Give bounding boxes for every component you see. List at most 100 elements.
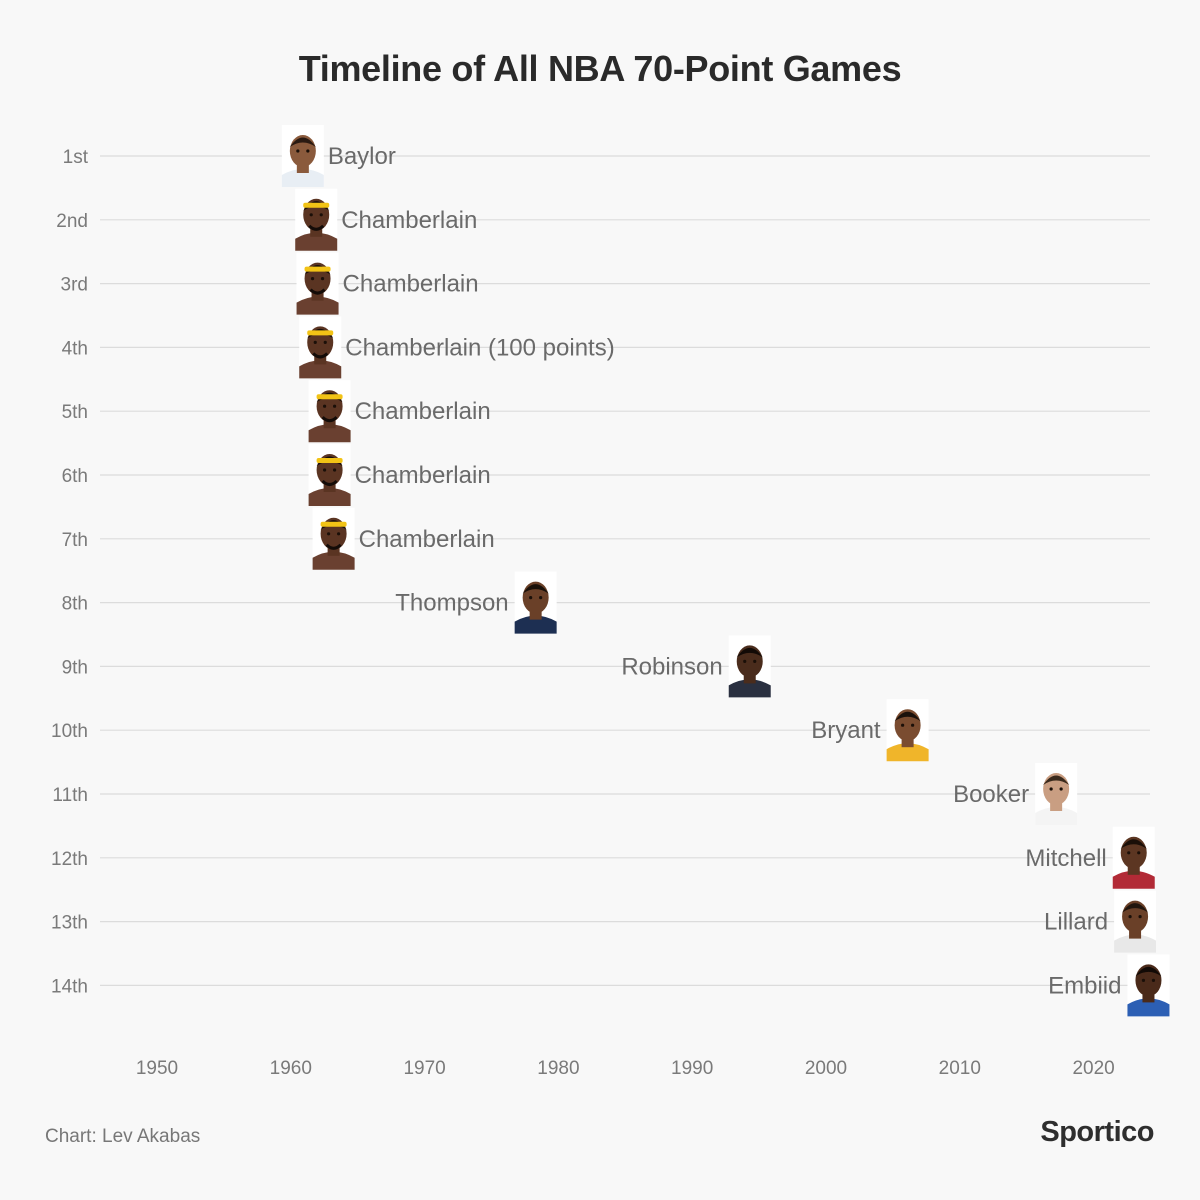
player-headband (316, 394, 343, 400)
player-eye (323, 404, 327, 408)
player-jersey (1112, 870, 1155, 889)
data-point: Embiid (1048, 954, 1170, 1017)
player-jersey (1114, 934, 1157, 953)
player-eye (1151, 978, 1156, 983)
player-hair (1122, 903, 1149, 913)
player-beard (321, 416, 338, 423)
x-tick-label: 2000 (805, 1058, 847, 1079)
player-hair (522, 584, 549, 594)
player-eye (327, 532, 331, 536)
player-eye (296, 149, 300, 153)
data-point: Baylor (281, 125, 396, 187)
player-name-label: Bryant (811, 717, 881, 744)
player-eye (310, 277, 315, 281)
player-hair (894, 711, 921, 722)
player-headband (316, 458, 343, 463)
player-eye (911, 723, 915, 727)
player-eye (901, 723, 905, 727)
player-name-label: Chamberlain (343, 271, 479, 298)
y-tick-label: 13th (51, 913, 88, 934)
player-headband (307, 330, 334, 336)
player-name-label: Baylor (328, 143, 396, 170)
player-headband (320, 521, 347, 527)
data-point: Lillard (1044, 890, 1157, 953)
player-jersey (514, 615, 557, 634)
player-eye (337, 532, 341, 536)
x-tick-label: 2010 (939, 1058, 981, 1079)
player-name-label: Chamberlain (341, 207, 477, 234)
y-tick-label: 14th (51, 976, 88, 997)
player-name-label: Robinson (621, 653, 722, 680)
player-eye (313, 340, 317, 344)
player-beard (309, 288, 326, 295)
player-jersey (281, 169, 324, 187)
player-name-label: Chamberlain (359, 526, 495, 553)
x-tick-label: 2020 (1072, 1058, 1114, 1079)
player-eye (1141, 978, 1146, 983)
player-name-label: Chamberlain (100 points) (345, 334, 614, 361)
x-tick-label: 1970 (403, 1058, 445, 1079)
player-eye (323, 340, 327, 344)
player-eye (323, 468, 327, 472)
player-eye (319, 213, 323, 217)
player-headband (304, 266, 331, 272)
x-tick-label: 1980 (537, 1058, 579, 1079)
player-hair (1120, 839, 1147, 849)
player-eye (333, 468, 337, 472)
data-points: Baylor Chamberlain Chamberlain Chamberlain … (281, 125, 1170, 1017)
player-jersey (312, 551, 355, 570)
player-eye (333, 404, 337, 408)
y-tick-label: 12th (51, 849, 88, 870)
y-tick-label: 2nd (56, 211, 88, 232)
player-beard (325, 543, 342, 550)
y-tick-label: 3rd (61, 275, 88, 296)
player-jersey (295, 232, 338, 251)
player-jersey (299, 360, 342, 379)
y-tick-label: 10th (51, 721, 88, 742)
player-eye (1049, 787, 1053, 791)
player-beard (308, 224, 325, 231)
player-name-label: Embiid (1048, 972, 1121, 999)
player-headband (303, 202, 330, 208)
player-jersey (308, 424, 351, 443)
data-point: Robinson (621, 635, 771, 698)
chart-title: Timeline of All NBA 70-Point Games (298, 48, 902, 89)
player-eye (743, 659, 747, 664)
data-point: Chamberlain (295, 188, 477, 251)
y-tick-label: 5th (62, 402, 88, 423)
player-hair (1043, 775, 1070, 785)
player-eye (306, 149, 310, 153)
player-jersey (1127, 998, 1170, 1017)
player-jersey (1035, 807, 1078, 825)
player-eye (1059, 787, 1063, 791)
data-point: Chamberlain (312, 507, 495, 570)
y-tick-label: 8th (62, 594, 88, 615)
player-name-label: Thompson (395, 590, 508, 617)
x-tick-label: 1990 (671, 1058, 713, 1079)
player-name-label: Chamberlain (355, 462, 491, 489)
data-point: Chamberlain (100 points) (299, 316, 615, 379)
player-hair (289, 137, 316, 147)
player-eye (529, 596, 533, 600)
y-axis-labels: 1st 2nd 3rd 4th 5th 6th 7th 8th 9th 10th 11th 12th 1… (51, 147, 89, 997)
player-name-label: Mitchell (1025, 845, 1106, 872)
player-jersey (308, 488, 351, 506)
data-point: Chamberlain (308, 444, 491, 506)
player-eye (753, 659, 757, 664)
x-tick-label: 1960 (270, 1058, 312, 1079)
y-tick-label: 7th (62, 530, 88, 551)
x-tick-label: 1950 (136, 1058, 178, 1079)
player-beard (312, 352, 329, 359)
data-point: Bryant (811, 699, 929, 762)
player-eye (1127, 851, 1131, 855)
y-tick-label: 9th (62, 657, 88, 678)
player-jersey (886, 743, 929, 762)
data-point: Chamberlain (308, 380, 491, 443)
player-hair (1135, 966, 1162, 977)
player-eye (1138, 915, 1142, 919)
player-hair (736, 647, 763, 658)
player-eye (1128, 915, 1132, 919)
data-point: Thompson (395, 571, 557, 634)
player-name-label: Chamberlain (355, 398, 491, 425)
